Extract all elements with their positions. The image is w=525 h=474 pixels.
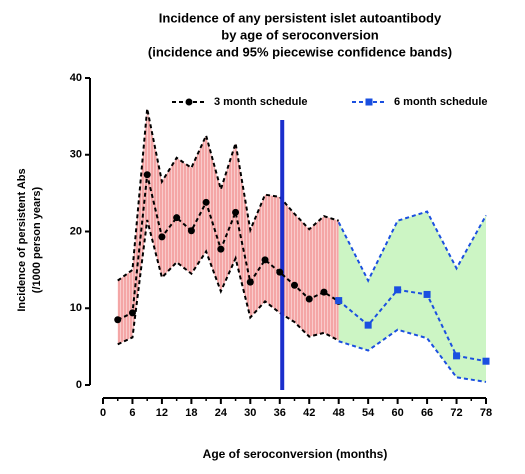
data-point [261,256,269,264]
y-axis-title: (/1000 person years) [31,186,43,293]
y-axis-title: Incidence of persistent Abs [16,168,28,311]
x-tick-label: 24 [215,407,228,419]
band-upper [117,108,339,282]
legend-label: 3 month schedule [214,96,308,108]
x-tick-label: 18 [185,407,197,419]
data-point [364,321,372,329]
data-point [202,198,210,206]
x-tick-label: 0 [100,407,106,419]
y-tick-label: 30 [70,149,82,161]
y-tick-label: 40 [70,72,82,84]
confidence-band [117,108,339,345]
x-tick-label: 78 [480,407,492,419]
data-point [320,288,328,296]
x-tick-label: 48 [333,407,345,419]
x-tick-label: 72 [450,407,462,419]
x-axis-title: Age of seroconversion (months) [203,447,388,461]
data-point [128,309,136,317]
x-tick-label: 42 [303,407,315,419]
data-point [482,357,490,365]
data-point [276,268,284,276]
data-point [173,214,181,222]
data-point [187,227,195,235]
data-point [217,245,225,253]
legend-marker [365,98,373,106]
data-point [246,278,254,286]
chart-title: Incidence of any persistent islet autoan… [159,10,442,25]
band-upper [337,210,487,283]
data-point [453,352,461,360]
x-tick-label: 30 [244,407,256,419]
data-point [143,171,151,179]
band-lower [117,219,340,346]
data-point [423,290,431,298]
y-tick-label: 20 [70,225,82,237]
x-tick-label: 54 [362,407,375,419]
data-point [114,316,122,324]
x-tick-label: 36 [274,407,286,419]
legend-marker [185,98,193,106]
series-line [338,288,487,363]
data-point [158,233,166,241]
data-point [291,281,298,289]
x-tick-label: 60 [391,407,403,419]
legend-label: 6 month schedule [394,96,488,108]
x-tick-label: 6 [129,407,135,419]
data-point [305,295,313,303]
data-point [232,208,240,216]
data-point [335,297,343,305]
y-tick-label: 0 [76,379,82,391]
x-tick-label: 66 [421,407,433,419]
y-tick-label: 10 [70,302,82,314]
chart-title: by age of seroconversion [221,27,379,42]
chart-title: (incidence and 95% piecewise confidence … [148,44,452,59]
x-tick-label: 12 [156,407,168,419]
data-point [394,286,402,294]
